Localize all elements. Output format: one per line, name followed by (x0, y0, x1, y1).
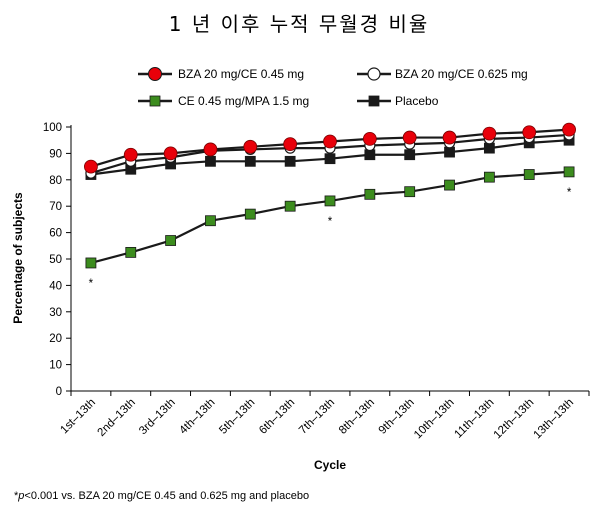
data-point-square (483, 142, 495, 154)
legend-marker-square (368, 95, 380, 107)
y-tick-label: 10 (49, 360, 62, 372)
x-tick-label: 7th–13th (297, 397, 337, 437)
data-point-square (563, 166, 575, 178)
legend: BZA 20 mg/CE 0.45 mg BZA 20 mg/CE 0.625 … (138, 67, 528, 108)
legend-item-placebo: Placebo (357, 94, 439, 108)
data-point-square (244, 208, 256, 220)
legend-item-bza-0625: BZA 20 mg/CE 0.625 mg (357, 67, 528, 81)
legend-marker-open-circle (367, 67, 381, 81)
data-point-square (483, 171, 495, 183)
significance-asterisk: * (89, 278, 94, 290)
data-point-circle (323, 134, 337, 149)
y-tick-label: 90 (49, 148, 62, 160)
data-point-circle (123, 147, 138, 162)
y-tick-label: 80 (49, 175, 62, 187)
y-tick-label: 70 (49, 201, 62, 213)
legend-item-ce-mpa: CE 0.45 mg/MPA 1.5 mg (138, 94, 309, 108)
series-markers (84, 122, 576, 269)
footnote-p: p (18, 490, 25, 502)
data-point-square (85, 257, 97, 269)
legend-label: BZA 20 mg/CE 0.625 mg (395, 67, 528, 81)
x-tick-label: 1st–13th (58, 397, 98, 437)
data-point-square (244, 155, 256, 167)
annotations: * * * (89, 187, 572, 290)
legend-marker-square (149, 95, 161, 107)
legend-item-bza-045: BZA 20 mg/CE 0.45 mg (138, 67, 304, 81)
legend-marker-circle (148, 67, 162, 81)
y-tick-label: 40 (49, 280, 62, 292)
x-tick-label: 11th–13th (452, 397, 496, 441)
data-point-square (444, 179, 455, 191)
data-point-circle (84, 159, 98, 174)
x-tick-label: 8th–13th (337, 397, 377, 437)
data-point-square (364, 149, 376, 161)
footnote: *p<0.001 vs. BZA 20 mg/CE 0.45 and 0.625… (14, 490, 309, 502)
legend-label: BZA 20 mg/CE 0.45 mg (178, 67, 304, 81)
data-point-square (284, 155, 296, 167)
data-point-square (324, 153, 336, 165)
data-point-circle (163, 146, 178, 161)
x-tick-label: 3rd–13th (137, 397, 178, 438)
significance-asterisk: * (567, 187, 572, 199)
y-tick-label: 20 (49, 333, 62, 345)
legend-label: CE 0.45 mg/MPA 1.5 mg (178, 94, 309, 108)
x-tick-label: 12th–13th (492, 397, 537, 442)
data-point-square (523, 169, 535, 180)
y-tick-label: 30 (49, 307, 62, 319)
data-point-square (404, 149, 416, 161)
data-point-square (324, 195, 336, 207)
data-point-circle (283, 137, 298, 152)
footnote-asterisk: * (14, 490, 19, 502)
y-tick-label: 50 (49, 254, 62, 266)
x-tick-label: 10th–13th (412, 397, 457, 442)
x-axis-title: Cycle (314, 458, 346, 472)
page-title: 1 년 이후 누적 무월경 비율 (168, 12, 430, 36)
x-tick-label: 9th–13th (377, 397, 417, 437)
data-point-square (364, 188, 376, 200)
y-tick-label: 100 (43, 122, 62, 134)
data-point-circle (522, 125, 537, 140)
data-point-circle (203, 142, 218, 157)
x-tick-label: 2nd–13th (95, 397, 137, 439)
data-point-square (404, 186, 416, 198)
y-axis-title: Percentage of subjects (11, 192, 25, 324)
axes (70, 125, 589, 392)
data-point-circle (362, 131, 377, 146)
x-tick-label: 13th–13th (532, 397, 577, 442)
x-tick-label: 5th–13th (217, 397, 257, 437)
y-tick-label: 60 (49, 228, 62, 240)
x-tick-label: 4th–13th (177, 397, 217, 437)
data-point-square (165, 235, 177, 246)
y-tick-label: 0 (56, 386, 62, 398)
data-point-circle (482, 126, 497, 141)
data-point-circle (442, 130, 457, 145)
data-point-square (205, 155, 216, 167)
data-point-square (125, 246, 137, 258)
data-point-circle (562, 122, 576, 137)
y-ticks: 0 10 20 30 40 50 60 70 80 90 100 (43, 122, 71, 398)
footnote-text: <0.001 vs. BZA 20 mg/CE 0.45 and 0.625 m… (24, 490, 310, 502)
data-point-square (284, 200, 296, 212)
significance-asterisk: * (328, 216, 333, 228)
data-point-circle (243, 139, 258, 154)
x-tick-label: 6th–13th (257, 397, 297, 437)
data-point-square (205, 215, 216, 227)
legend-label: Placebo (395, 94, 439, 108)
data-point-circle (402, 130, 417, 145)
data-point-square (444, 146, 455, 158)
